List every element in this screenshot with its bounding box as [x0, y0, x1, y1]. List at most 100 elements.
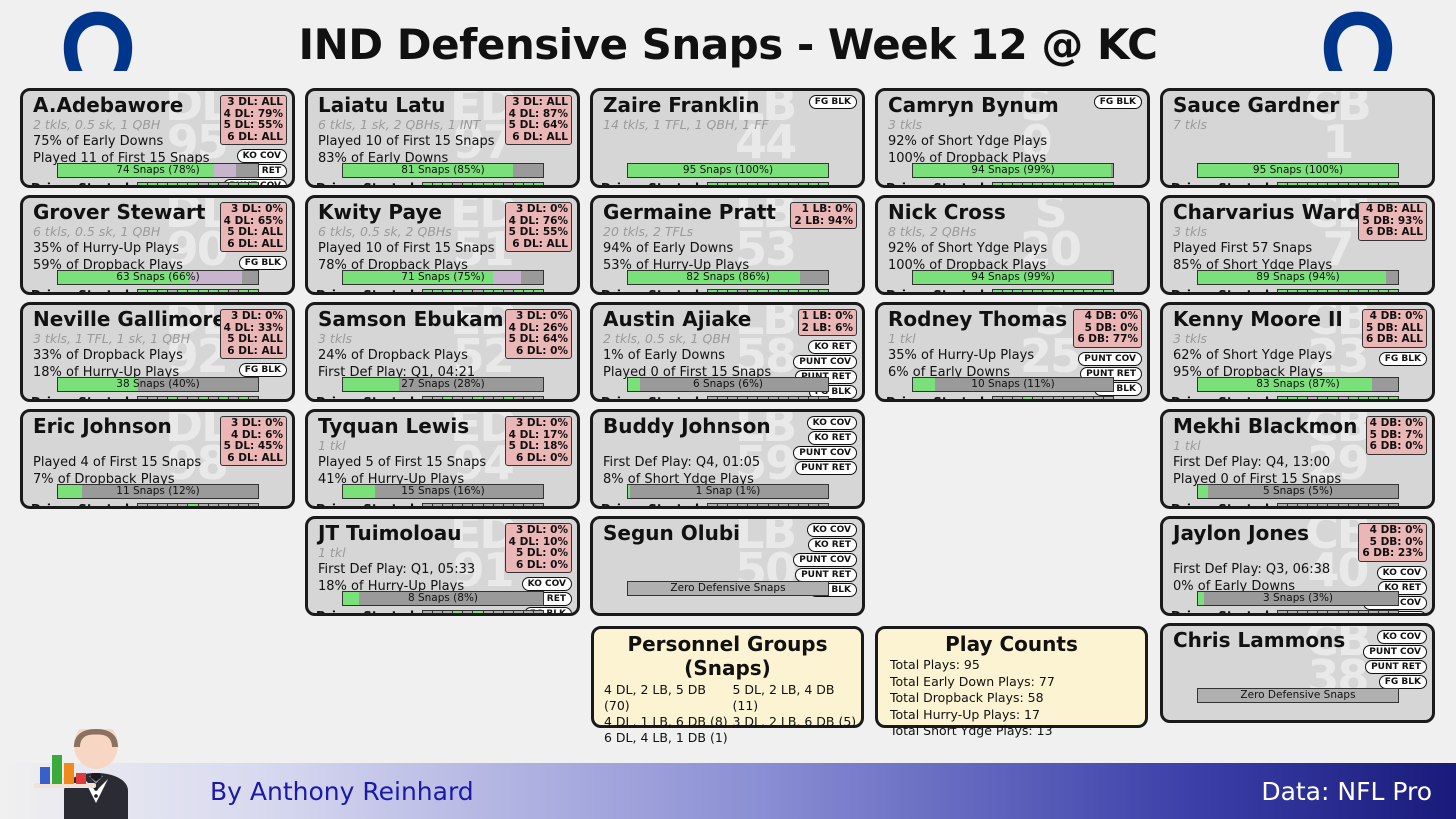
snap-share-bar: 11 Snaps (12%)	[57, 484, 259, 499]
drives-started-row: Drives Started:	[886, 395, 1114, 402]
player-card[interactable]: CB 7 Charvarius Ward 3 tkls Played First 57 …	[1160, 195, 1435, 295]
drive-box	[483, 290, 494, 292]
personnel-usage-row: 3 DL: ALL	[512, 96, 568, 108]
drive-box	[1318, 290, 1329, 292]
player-card[interactable]: DL 95 A.Adebawore 2 tkls, 0.5 sk, 1 QBH 75% …	[20, 88, 295, 188]
snap-share-label: 63 Snaps (66%)	[116, 271, 200, 283]
player-usage-note: 6% of Early Downs	[888, 365, 1010, 380]
player-stat-line: 2 tkls, 0.5 sk, 1 QBH	[603, 331, 731, 346]
drives-started-label: Drives Started:	[31, 288, 134, 295]
personnel-groups-column-1: 4 DL, 2 LB, 5 DB (70) 4 DL, 1 LB, 6 DB (8…	[604, 682, 733, 746]
snap-share-bar: 89 Snaps (94%)	[1197, 270, 1399, 285]
drives-started-label: Drives Started:	[316, 609, 419, 616]
snap-share-bar: 10 Snaps (11%)	[912, 377, 1114, 392]
player-usage-note: 100% of Dropback Plays	[888, 151, 1047, 166]
drive-box	[718, 504, 729, 506]
drives-started-boxes	[1276, 396, 1399, 399]
player-name: Laiatu Latu	[318, 93, 446, 117]
player-card[interactable]: S 20 Nick Cross 8 tkls, 2 QBHs 92% of Short …	[875, 195, 1150, 295]
drives-started-row: Drives Started:	[31, 288, 259, 295]
player-card[interactable]: DL 98 Eric Johnson Played 4 of First 15 Sna…	[20, 409, 295, 509]
player-card[interactable]: ED 94 Tyquan Lewis 1 tkl Played 5 of First 1…	[305, 409, 580, 509]
drive-box	[818, 504, 829, 506]
player-card[interactable]: LB 58 Austin Ajiake 2 tkls, 0.5 sk, 1 QBH 1%…	[590, 302, 865, 402]
drives-started-label: Drives Started:	[886, 395, 989, 402]
drive-box	[1348, 183, 1359, 185]
drive-box	[158, 290, 169, 292]
drive-box	[808, 397, 819, 399]
player-card[interactable]: CB 29 Mekhi Blackmon 1 tkl First Def Play: Q…	[1160, 409, 1435, 509]
personnel-groups-column-2: 5 DL, 2 LB, 4 DB (11) 3 DL, 2 LB, 6 DB (5…	[733, 682, 862, 746]
drive-box	[808, 504, 819, 506]
snap-share-fill	[628, 164, 828, 177]
drive-box	[1063, 290, 1074, 292]
player-usage-note: 53% of Hurry-Up Plays	[603, 258, 750, 273]
drives-started-row: Drives Started:	[886, 181, 1114, 185]
player-usage-note: Played 0 of First 15 Snaps	[1173, 472, 1342, 487]
player-card[interactable]: ED 51 Kwity Paye 6 tkls, 0.5 sk, 2 QBHs Play…	[305, 195, 580, 295]
drive-box	[808, 183, 819, 185]
player-usage-note: First Def Play: Q1, 05:33	[318, 562, 476, 577]
player-card[interactable]: CB 1 Sauce Gardner 7 tkls 95 Snaps (100%) Dri…	[1160, 88, 1435, 188]
play-counts-card: Play Counts Total Plays: 95 Total Early D…	[875, 626, 1148, 738]
player-name: Zaire Franklin	[603, 93, 760, 117]
player-card[interactable]: ED 91 JT Tuimoloau 1 tkl First Def Play: Q1,…	[305, 516, 580, 616]
drive-box	[463, 611, 474, 613]
personnel-usage-box: 3 DL: 0% 4 DL: 17% 5 DL: 18% 6 DL: 0%	[504, 416, 572, 466]
personnel-usage-row: 6 DL: ALL	[227, 130, 283, 143]
special-teams-badges: FG BLK	[1093, 95, 1142, 109]
snap-share-bar: 8 Snaps (8%)	[342, 591, 544, 606]
player-name: Jaylon Jones	[1173, 521, 1310, 545]
drive-box	[788, 397, 799, 399]
player-usage-note: 8% of Short Ydge Plays	[603, 472, 754, 487]
player-name: Camryn Bynum	[888, 93, 1059, 117]
snap-share-fill	[1198, 164, 1398, 177]
personnel-usage-row: 6 DB: ALL	[1365, 333, 1423, 345]
drives-started-label: Drives Started:	[1171, 181, 1274, 188]
personnel-usage-box: 3 DL: 0% 4 DL: 76% 5 DL: 55% 6 DL: ALL	[504, 202, 572, 252]
drive-box	[798, 397, 809, 399]
player-card[interactable]: DL 92 Neville Gallimore 3 tkls, 1 TFL, 1 sk…	[20, 302, 295, 402]
player-usage-note: 94% of Early Downs	[603, 241, 734, 256]
player-card[interactable]: DL 90 Grover Stewart 6 tkls, 0.5 sk, 1 QBH 3…	[20, 195, 295, 295]
personnel-usage-row: 6 DL: 0%	[515, 344, 568, 357]
drive-box	[228, 504, 239, 506]
drive-box	[748, 290, 759, 292]
snap-share-label: 81 Snaps (85%)	[401, 164, 485, 176]
player-card[interactable]: CB 40 Jaylon Jones First Def Play: Q3, 06:3…	[1160, 516, 1435, 616]
drive-box	[1277, 504, 1289, 506]
player-usage-note: 7% of Dropback Plays	[33, 472, 175, 487]
drive-box	[1368, 611, 1379, 613]
player-card[interactable]: LB 50 Segun Olubi KO COV KO RET PUNT COV PUNT …	[590, 516, 865, 616]
player-usage-note: 62% of Short Ydge Plays	[1173, 348, 1333, 363]
player-card[interactable]: LB 44 Zaire Franklin 14 tkls, 1 TFL, 1 QBH,…	[590, 88, 865, 188]
drive-box	[453, 397, 464, 399]
player-card[interactable]: CB 23 Kenny Moore II 3 tkls 62% of Short Ydg…	[1160, 302, 1435, 402]
personnel-usage-row: 4 DL: 65%	[223, 214, 283, 227]
special-teams-badge: FG BLK	[1378, 351, 1427, 366]
drive-box	[523, 397, 534, 399]
drive-box	[1103, 290, 1114, 292]
personnel-usage-row: 6 DL: 0%	[515, 558, 568, 571]
player-card[interactable]: S 0 Camryn Bynum 3 tkls 92% of Short Ydge Pl…	[875, 88, 1150, 188]
player-card[interactable]: LB 53 Germaine Pratt 20 tkls, 2 TFLs 94% of …	[590, 195, 865, 295]
personnel-usage-row: 6 DL: ALL	[227, 451, 283, 464]
drives-started-row: Drives Started:	[31, 395, 259, 399]
player-card[interactable]: S 25 Rodney Thomas 1 tkl 35% of Hurry-Up Pla…	[875, 302, 1150, 402]
drive-box	[493, 611, 504, 613]
drive-box	[707, 183, 719, 185]
drive-box	[1328, 290, 1339, 292]
special-teams-badges: KO COV KO RET PUNT COV PUNT RET FG BLK	[793, 523, 857, 597]
snap-share-label: 15 Snaps (16%)	[401, 485, 485, 497]
player-card[interactable]: LB 59 Buddy Johnson First Def Play: Q4, 01:…	[590, 409, 865, 509]
player-usage-note: First Def Play: Q4, 13:00	[1173, 455, 1331, 470]
snap-share-label: 89 Snaps (94%)	[1256, 271, 1340, 283]
player-usage-note: 85% of Short Ydge Plays	[1173, 258, 1333, 273]
player-card[interactable]: ED 97 Laiatu Latu 6 tkls, 1 sk, 2 QBHs, 1 I…	[305, 88, 580, 188]
player-card[interactable]: ED 52 Samson Ebukam 3 tkls 24% of Dropback P…	[305, 302, 580, 402]
drive-box	[992, 290, 1004, 292]
personnel-usage-row: 5 DL: ALL	[227, 333, 283, 345]
drive-box	[158, 397, 169, 399]
snap-share-fill	[58, 164, 214, 177]
player-card[interactable]: CB 38 Chris Lammons KO COV PUNT COV PUNT RET F…	[1160, 623, 1435, 723]
